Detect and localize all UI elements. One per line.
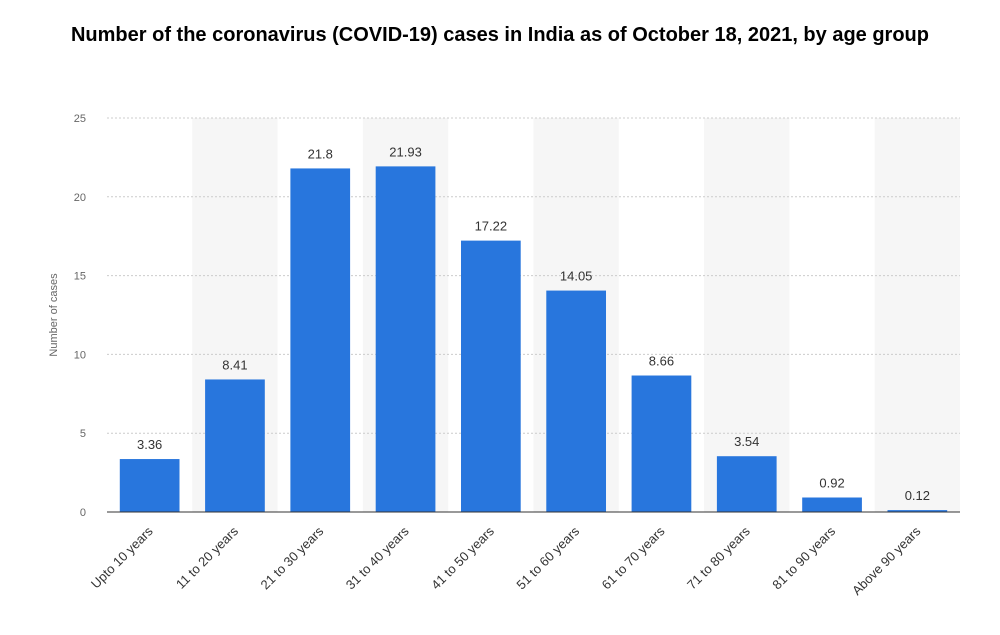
data-labels: 3.36 8.41 21.8 21.93 17.22 14.05 8.66 3.54 0.92 0… (137, 144, 930, 503)
x-tick-label: 71 to 80 years (684, 523, 753, 592)
x-tick-label: 31 to 40 years (343, 523, 412, 592)
x-tick-label: 11 to 20 years (173, 523, 242, 592)
x-axis-categories: Upto 10 years 11 to 20 years 21 to 30 year… (88, 523, 924, 598)
data-label: 17.22 (475, 219, 508, 234)
y-axis-ticks: 0 5 10 15 20 25 (74, 113, 86, 519)
bar (887, 510, 948, 512)
x-tick-label: 51 to 60 years (513, 523, 582, 592)
band (704, 118, 790, 512)
x-tick-label: 81 to 90 years (769, 523, 838, 592)
bar (375, 166, 436, 513)
y-tick-label: 0 (80, 507, 86, 519)
y-tick-label: 25 (74, 113, 86, 125)
bar (716, 456, 777, 512)
data-label: 3.54 (734, 434, 759, 449)
y-tick-label: 10 (74, 349, 86, 361)
x-tick-label: 41 to 50 years (428, 523, 497, 592)
bar (460, 240, 521, 512)
x-tick-label: 21 to 30 years (258, 523, 327, 592)
y-tick-label: 20 (74, 192, 86, 204)
bar (546, 290, 607, 512)
band (874, 118, 960, 512)
bar (290, 168, 351, 512)
bar (631, 375, 692, 512)
data-label: 8.41 (222, 357, 247, 372)
y-tick-label: 15 (74, 271, 86, 283)
data-label: 14.05 (560, 269, 593, 284)
x-tick-label: Upto 10 years (88, 523, 156, 591)
data-label: 8.66 (649, 354, 674, 369)
data-label: 0.12 (905, 488, 930, 503)
data-label: 0.92 (819, 476, 844, 491)
data-label: 21.8 (308, 146, 333, 161)
data-label: 21.93 (389, 144, 422, 159)
data-label: 3.36 (137, 437, 162, 452)
x-tick-label: 61 to 70 years (599, 523, 668, 592)
bar (205, 379, 265, 512)
bar (119, 459, 180, 512)
y-tick-label: 5 (80, 428, 86, 440)
y-axis-label: Number of cases (48, 273, 60, 357)
x-tick-label: Above 90 years (849, 523, 924, 598)
chart-title: Number of the coronavirus (COVID-19) cas… (70, 24, 929, 46)
bar (802, 497, 862, 512)
bars (119, 166, 948, 513)
